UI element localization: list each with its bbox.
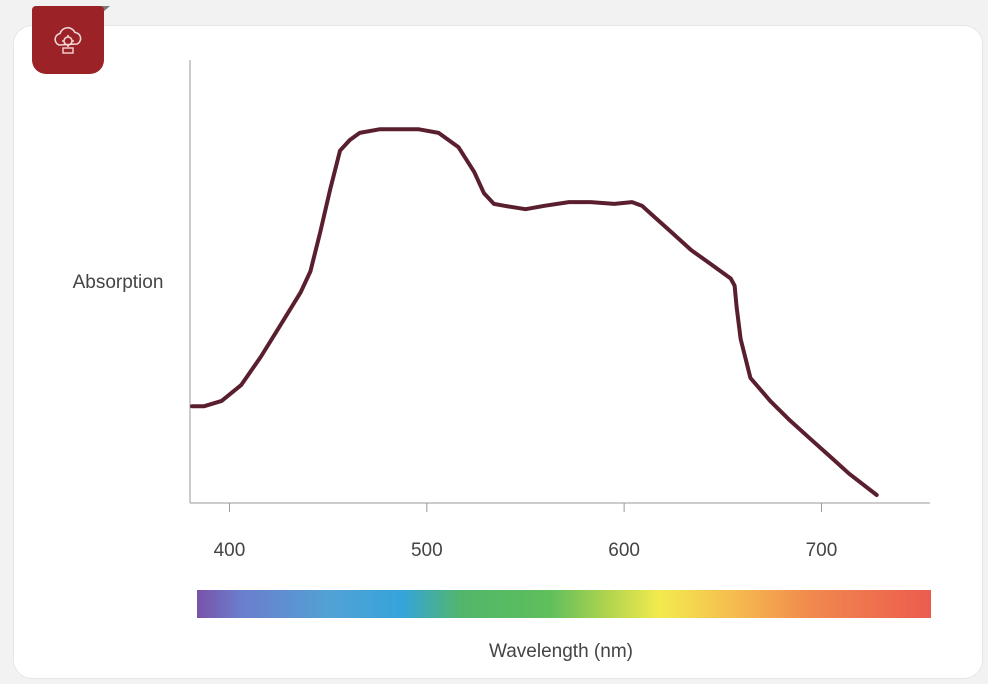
x-axis-label: Wavelength (nm) — [489, 641, 633, 662]
x-tick-label: 700 — [806, 540, 838, 561]
x-tick-label: 500 — [411, 540, 443, 561]
chart-card — [14, 26, 982, 678]
cloud-gear-icon — [54, 26, 82, 54]
wavelength-spectrum-bar — [197, 590, 931, 618]
y-axis-label: Absorption — [73, 272, 164, 293]
absorption-series-line — [190, 127, 879, 497]
category-badge — [32, 6, 104, 74]
x-tick-label: 400 — [214, 540, 246, 561]
x-tick-label: 600 — [608, 540, 640, 561]
